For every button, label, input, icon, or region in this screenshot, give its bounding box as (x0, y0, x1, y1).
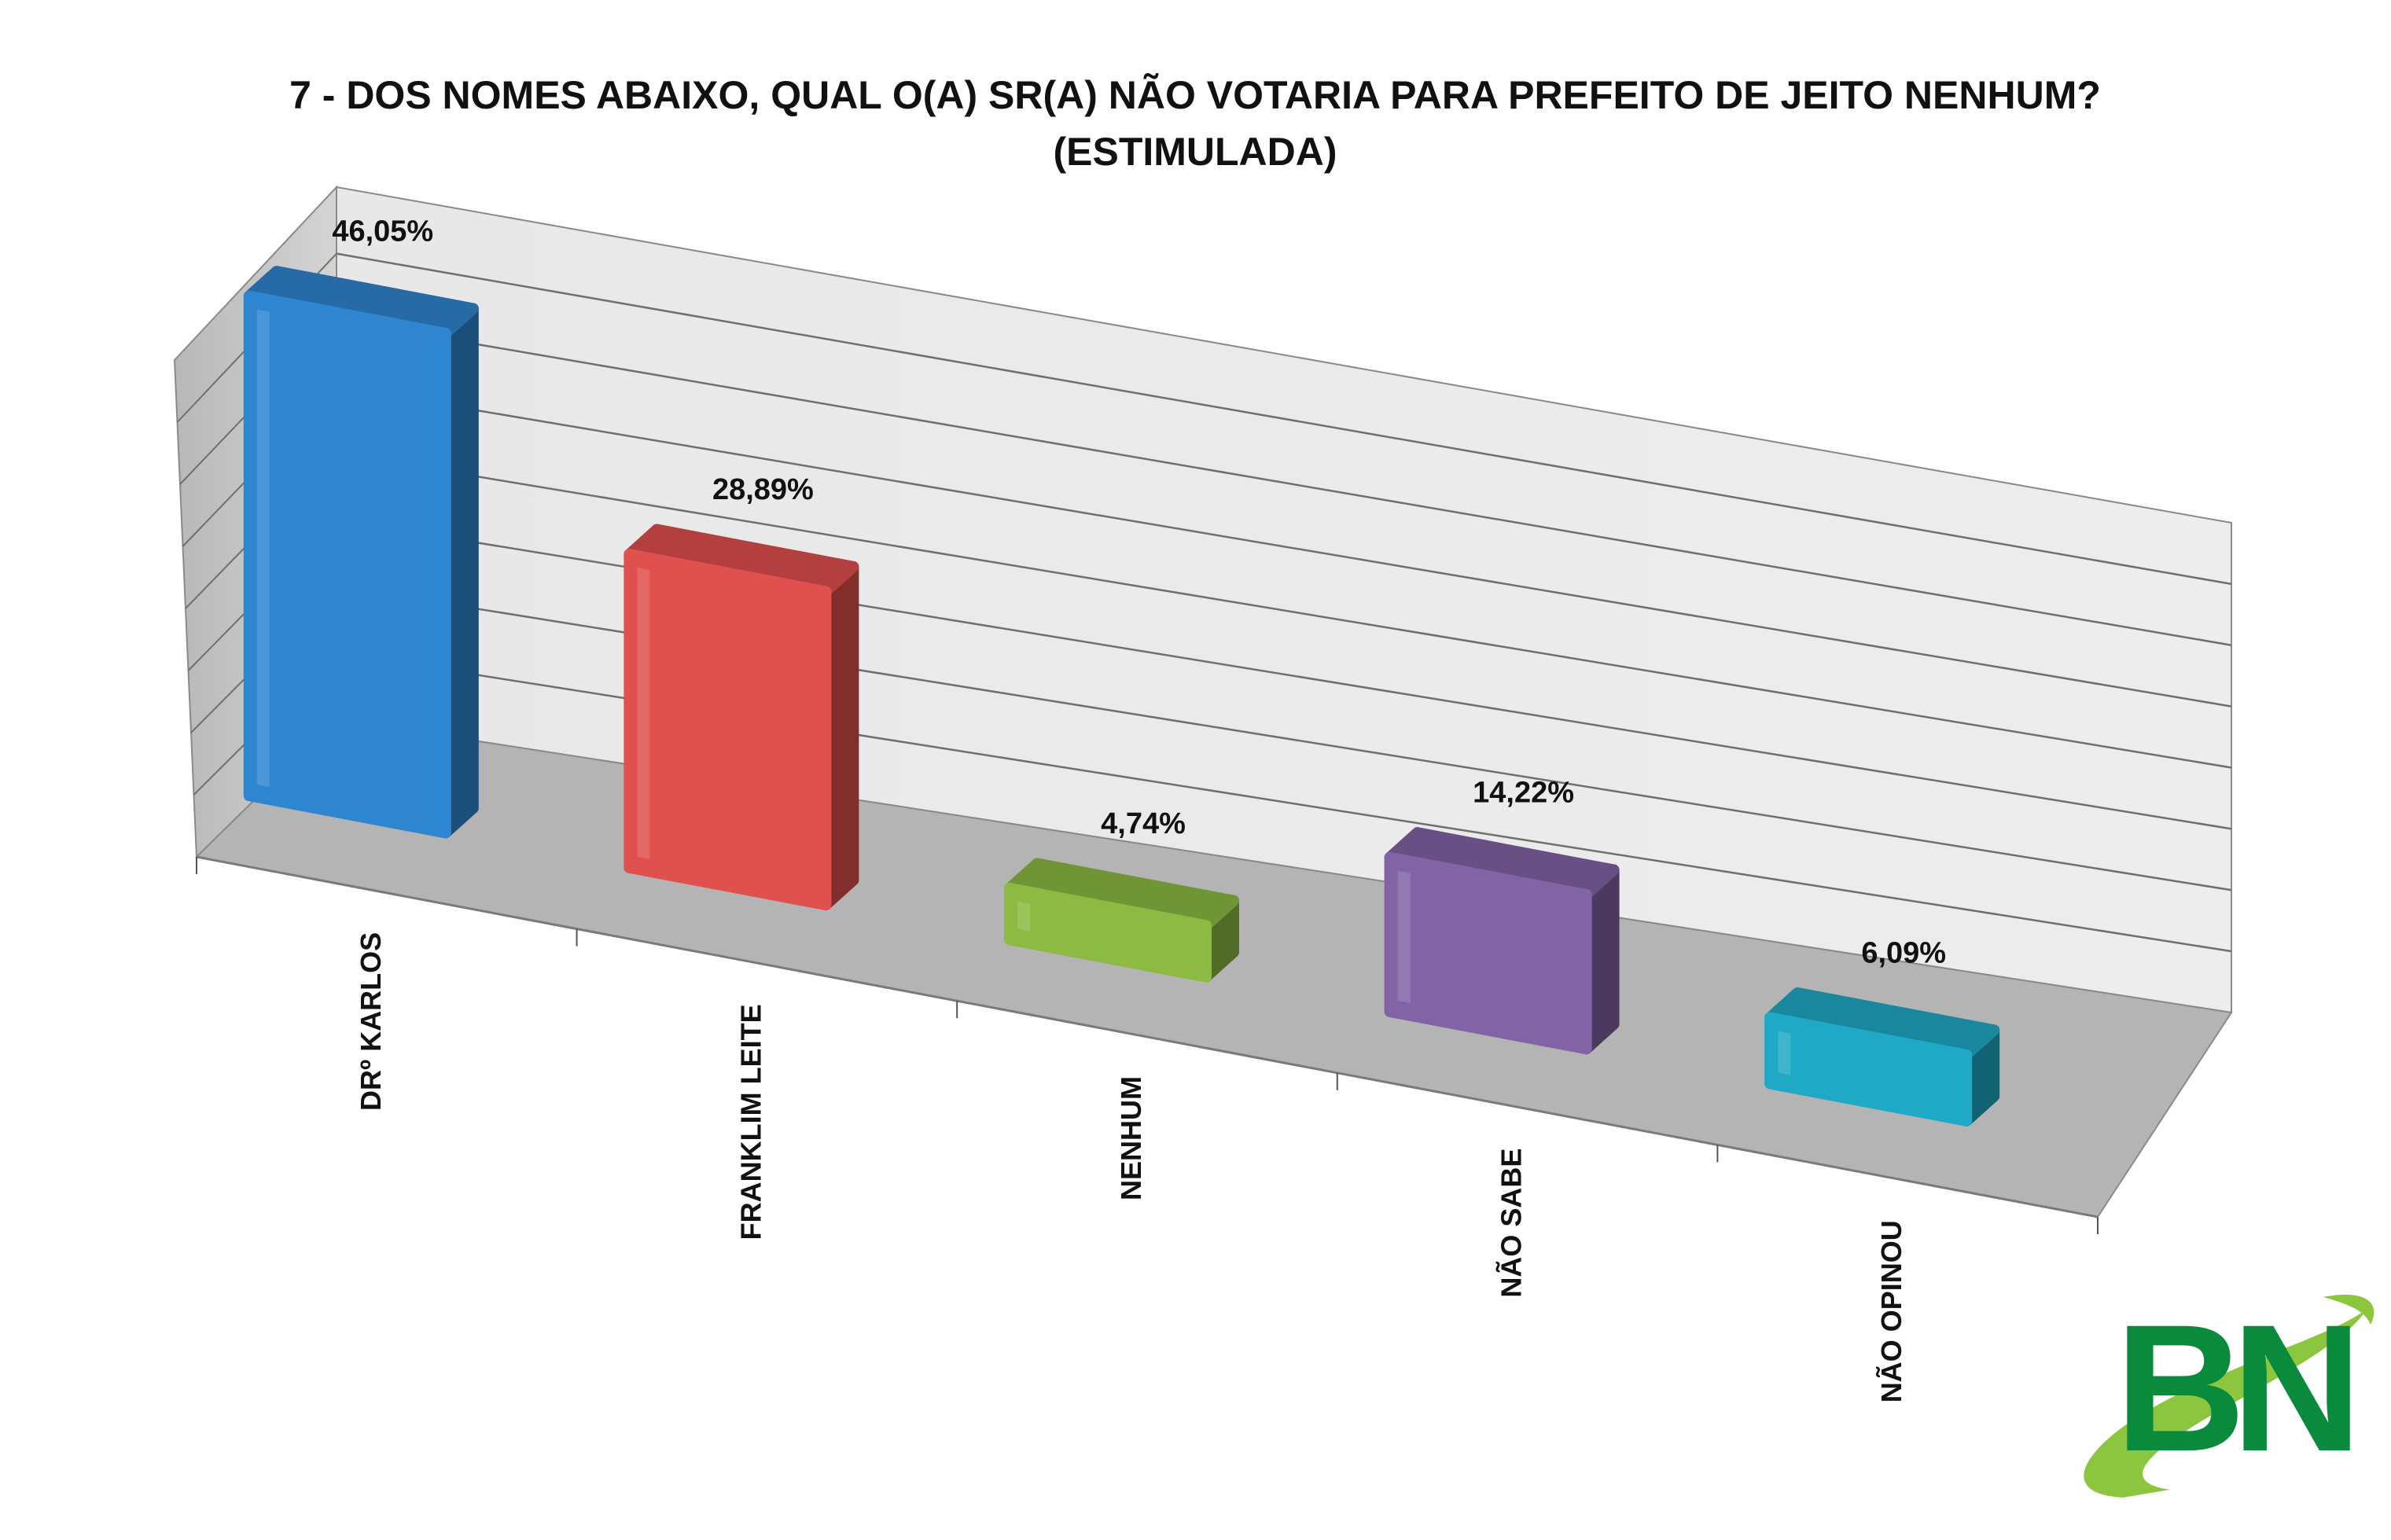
bars (243, 266, 2000, 1127)
value-label: 4,74% (1101, 807, 1186, 840)
chart-title: 7 - DOS NOMES ABAIXO, QUAL O(A) SR(A) NÃ… (289, 73, 2101, 117)
value-label: 6,09% (1861, 936, 1946, 969)
floor-front-edge (196, 855, 2099, 1218)
bar-front (243, 290, 451, 839)
category-labels: DRº KARLOS FRANKLIM LEITE NENHUM NÃO SABE NÃ… (355, 932, 1907, 1402)
bar-highlight (1397, 870, 1411, 1003)
bn-logo: BN (2084, 1287, 2374, 1498)
value-label: 14,22% (1473, 777, 1574, 810)
gridline (336, 385, 2232, 708)
value-labels: 46,05% 28,89% 4,74% 14,22% 6,09% (332, 215, 1946, 970)
category-label: NENHUM (1115, 1076, 1147, 1200)
x-ticks (196, 857, 2099, 1234)
bar-2 (623, 524, 859, 911)
bar-4 (1384, 827, 1620, 1055)
logo-text: BN (2115, 1287, 2350, 1489)
bar-3 (1004, 858, 1239, 983)
bar-front (623, 549, 832, 911)
logo-swoosh (2084, 1309, 2367, 1498)
bar-highlight (1017, 901, 1030, 932)
chart-subtitle: (ESTIMULADA) (1053, 130, 1337, 174)
bar-front (1764, 1012, 1973, 1127)
value-label: 28,89% (712, 473, 814, 506)
logo-swoosh-top (2323, 1294, 2374, 1325)
bar-1 (243, 266, 479, 839)
gridline (336, 252, 2232, 586)
bar-highlight (256, 309, 270, 788)
value-label: 46,05% (332, 215, 433, 248)
category-label: NÃO SABE (1495, 1149, 1528, 1298)
gridline (336, 319, 2232, 646)
bar-5 (1764, 987, 2000, 1127)
category-label: FRANKLIM LEITE (734, 1004, 767, 1240)
bar-highlight (1778, 1031, 1791, 1075)
gridline (336, 452, 2232, 769)
plot-area: 46,05% 28,89% 4,74% 14,22% 6,09% DRº KARLOS F… (173, 185, 2233, 1402)
bar-front (1004, 882, 1212, 983)
category-label: DRº KARLOS (355, 932, 387, 1111)
category-label: NÃO OPINOU (1874, 1220, 1907, 1402)
bar-highlight (637, 568, 650, 859)
bar-front (1384, 851, 1592, 1055)
